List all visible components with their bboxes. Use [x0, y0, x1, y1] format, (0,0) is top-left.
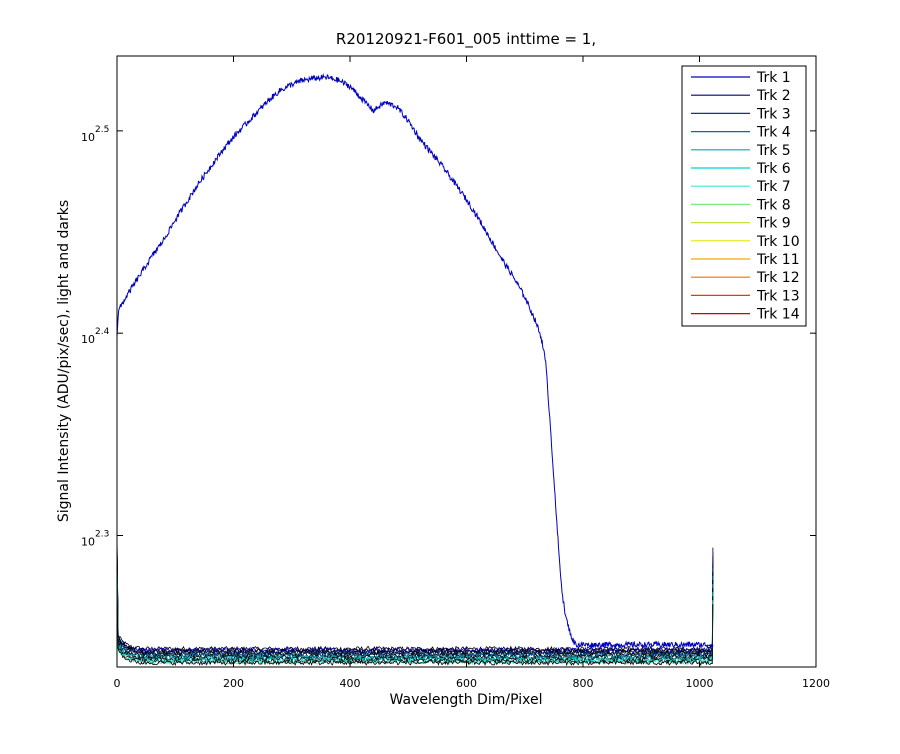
x-tick-label: 0	[114, 677, 121, 690]
legend-item: Trk 2	[691, 88, 791, 104]
legend-label: Trk 1	[756, 70, 791, 86]
legend-item: Trk 7	[691, 179, 791, 195]
legend-label: Trk 10	[756, 234, 800, 250]
y-axis-label: Signal Intensity (ADU/pix/sec), light an…	[56, 200, 72, 522]
x-tick-labels: 0 200 400 600 800 1000 1200	[114, 677, 831, 690]
series-line-dark-3	[116, 541, 714, 655]
x-tick-label: 400	[340, 677, 361, 690]
legend-label: Trk 9	[756, 216, 791, 232]
legend-item: Trk 14	[691, 307, 800, 323]
series-line-dark-15	[116, 577, 714, 667]
legend-item: Trk 13	[691, 288, 800, 304]
x-tick-label: 800	[573, 677, 594, 690]
x-tick-label: 1200	[802, 677, 830, 690]
legend-label: Trk 13	[756, 288, 800, 304]
series-line-dark-13	[116, 571, 714, 665]
series-line-dark-2	[116, 538, 714, 654]
series-line-dark-8	[116, 556, 714, 660]
legend-item: Trk 10	[691, 234, 800, 250]
legend-label: Trk 11	[756, 252, 800, 268]
x-tick-label: 1000	[686, 677, 714, 690]
x-tick-label: 600	[456, 677, 477, 690]
series-line-dark-4	[116, 544, 714, 656]
y-tick-base: 10	[81, 131, 95, 144]
legend-item: Trk 12	[691, 270, 800, 286]
legend-label: Trk 14	[756, 307, 800, 323]
legend-item: Trk 4	[691, 125, 791, 141]
chart-title: R20120921-F601_005 inttime = 1,	[336, 30, 596, 49]
series-line-dark-7	[116, 553, 714, 659]
y-tick-exponent: 2.3	[95, 529, 109, 539]
y-tick-exponent: 2.5	[95, 125, 109, 135]
y-tick-base: 10	[81, 535, 95, 548]
legend-item: Trk 6	[691, 161, 791, 177]
legend-item: Trk 1	[691, 70, 791, 86]
legend-label: Trk 12	[756, 270, 800, 286]
legend-box	[681, 65, 807, 327]
legend-label: Trk 7	[756, 179, 791, 195]
y-tick-base: 10	[81, 333, 95, 346]
x-axis-label: Wavelength Dim/Pixel	[390, 692, 543, 708]
legend-label: Trk 8	[756, 197, 791, 213]
legend-item: Trk 5	[691, 143, 791, 159]
series-line-dark-6	[116, 550, 714, 658]
legend-item: Trk 8	[691, 197, 791, 213]
y-tick-label: 102.3	[81, 529, 109, 548]
series-line-trk-1	[116, 72, 714, 650]
legend-label: Trk 4	[756, 125, 791, 141]
legend-label: Trk 2	[756, 88, 791, 104]
y-tick-exponent: 2.4	[95, 327, 110, 337]
series-line-dark-14	[116, 574, 714, 666]
y-tick-label: 102.4	[81, 327, 110, 346]
series-line-dark-9	[116, 559, 714, 661]
y-tick-label: 102.5	[81, 125, 109, 144]
legend-item: Trk 9	[691, 216, 791, 232]
series-line-dark-1	[116, 535, 714, 653]
legend-label: Trk 3	[756, 106, 791, 122]
legend-label: Trk 5	[756, 143, 791, 159]
axis-ticks	[116, 56, 817, 667]
x-tick-label: 200	[223, 677, 244, 690]
series-line-dark-5	[116, 547, 714, 657]
legend-items: Trk 1 Trk 2 Trk 3 Trk 4 Trk 5 Trk 6 Trk 7 Trk 8…	[691, 70, 800, 323]
legend: Trk 1 Trk 2 Trk 3 Trk 4 Trk 5 Trk 6 Trk 7 Trk 8…	[681, 65, 807, 327]
plot-lines	[116, 72, 714, 667]
legend-item: Trk 11	[691, 252, 800, 268]
legend-item: Trk 3	[691, 106, 791, 122]
legend-label: Trk 6	[756, 161, 791, 177]
